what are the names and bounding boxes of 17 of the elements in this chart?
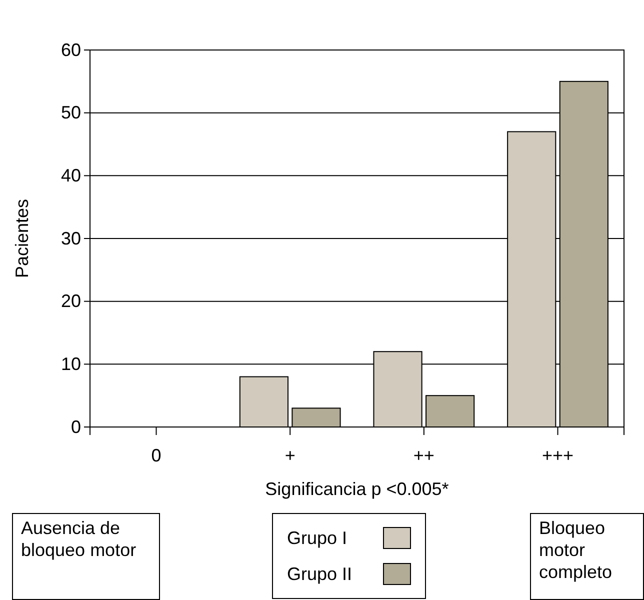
legend-label: Grupo I: [287, 527, 348, 549]
x-tick-label: ++: [413, 445, 434, 466]
y-tick-label: 40: [60, 165, 81, 186]
y-tick-label: 0: [70, 416, 81, 437]
y-tick-label: 30: [60, 228, 81, 248]
legend-label: Grupo II: [287, 563, 352, 585]
text: Bloqueo motor completo: [530, 513, 644, 600]
y-tick-label: 20: [60, 291, 81, 312]
y-axis-title: Pacientes: [12, 198, 32, 278]
y-tick-label: 10: [60, 354, 81, 374]
x-tick-label: +: [284, 445, 296, 466]
x-tick-label: 0: [151, 445, 162, 466]
y-tick-label: 50: [60, 102, 81, 123]
x-tick-label: +++: [542, 445, 574, 466]
text: Ausencia de bloqueo motor: [12, 513, 160, 600]
y-tick-label: 60: [60, 40, 81, 60]
x-axis-title: Significancia p <0.005*: [265, 479, 449, 499]
